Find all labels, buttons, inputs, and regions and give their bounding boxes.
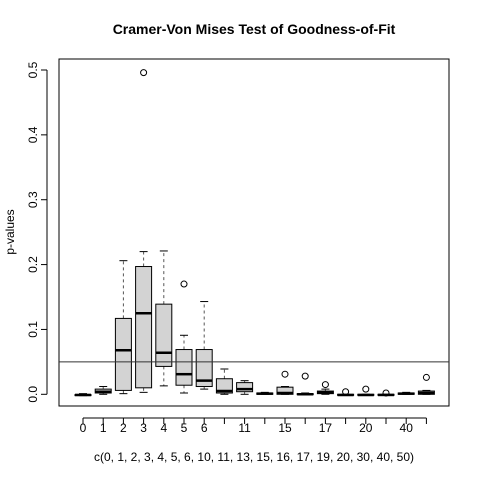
box-body (175, 349, 193, 386)
x-tick-label: 1 (100, 421, 107, 435)
outlier-point (301, 372, 309, 380)
box-15 (276, 370, 294, 395)
box-body (155, 303, 173, 367)
box-body (114, 317, 132, 391)
outlier-point (342, 388, 350, 396)
chart-title: Cramer-Von Mises Test of Goodness-of-Fit (113, 21, 396, 37)
x-tick-label: 6 (201, 421, 208, 435)
y-axis-label: p-values (3, 209, 17, 254)
box-1 (94, 386, 112, 395)
box-body (276, 386, 294, 395)
outlier-point (180, 280, 188, 288)
box-body (135, 266, 153, 389)
x-tick-label: 17 (319, 421, 333, 435)
x-tick-label: 2 (120, 421, 127, 435)
box-20 (357, 385, 375, 397)
box-body (195, 349, 213, 388)
x-tick-label: 20 (359, 421, 373, 435)
x-tick-label: 5 (181, 421, 188, 435)
plot-frame (58, 58, 450, 407)
y-tick-label: 0.2 (26, 256, 40, 273)
x-tick-label: 11 (238, 421, 251, 435)
outlier-point (321, 381, 329, 389)
box-4 (155, 250, 173, 387)
x-tick-label: 4 (160, 421, 167, 435)
y-tick-label: 0.5 (26, 61, 40, 78)
y-tick-label: 0.3 (26, 191, 40, 208)
y-tick-label: 0.4 (26, 126, 40, 143)
box-2 (114, 260, 132, 395)
box-10 (215, 368, 233, 395)
box-body (215, 378, 233, 394)
box-3 (135, 69, 153, 393)
x-tick-label: 40 (400, 421, 414, 435)
x-tick-label: 15 (278, 421, 292, 435)
outlier-point (422, 373, 430, 381)
outlier-point (281, 370, 289, 378)
outlier-point (362, 385, 370, 393)
outlier-point (382, 389, 390, 397)
box-5 (175, 280, 193, 394)
box-17 (316, 381, 334, 395)
box-0 (74, 393, 92, 397)
box-40 (397, 391, 415, 395)
box-16 (296, 372, 314, 396)
box-6 (195, 301, 213, 390)
axis-layer: 0.0 0.1 0.2 0.3 0.4 0.5 0 1 2 3 4 5 6 11 15 17 20 40 (26, 61, 427, 435)
box-30 (377, 389, 395, 397)
box-11 (236, 380, 254, 395)
box-body (236, 382, 254, 393)
y-tick-label: 0.0 (26, 386, 40, 403)
x-axis-label: c(0, 1, 2, 3, 4, 5, 6, 10, 11, 13, 15, 1… (94, 450, 414, 464)
box-13 (256, 391, 274, 395)
box-19 (337, 388, 355, 397)
outlier-point (140, 69, 148, 77)
box-50 (417, 373, 435, 395)
y-tick-label: 0.1 (26, 321, 40, 338)
plot-layer (59, 69, 449, 397)
x-tick-label: 3 (140, 421, 147, 435)
x-tick-label: 0 (80, 421, 87, 435)
